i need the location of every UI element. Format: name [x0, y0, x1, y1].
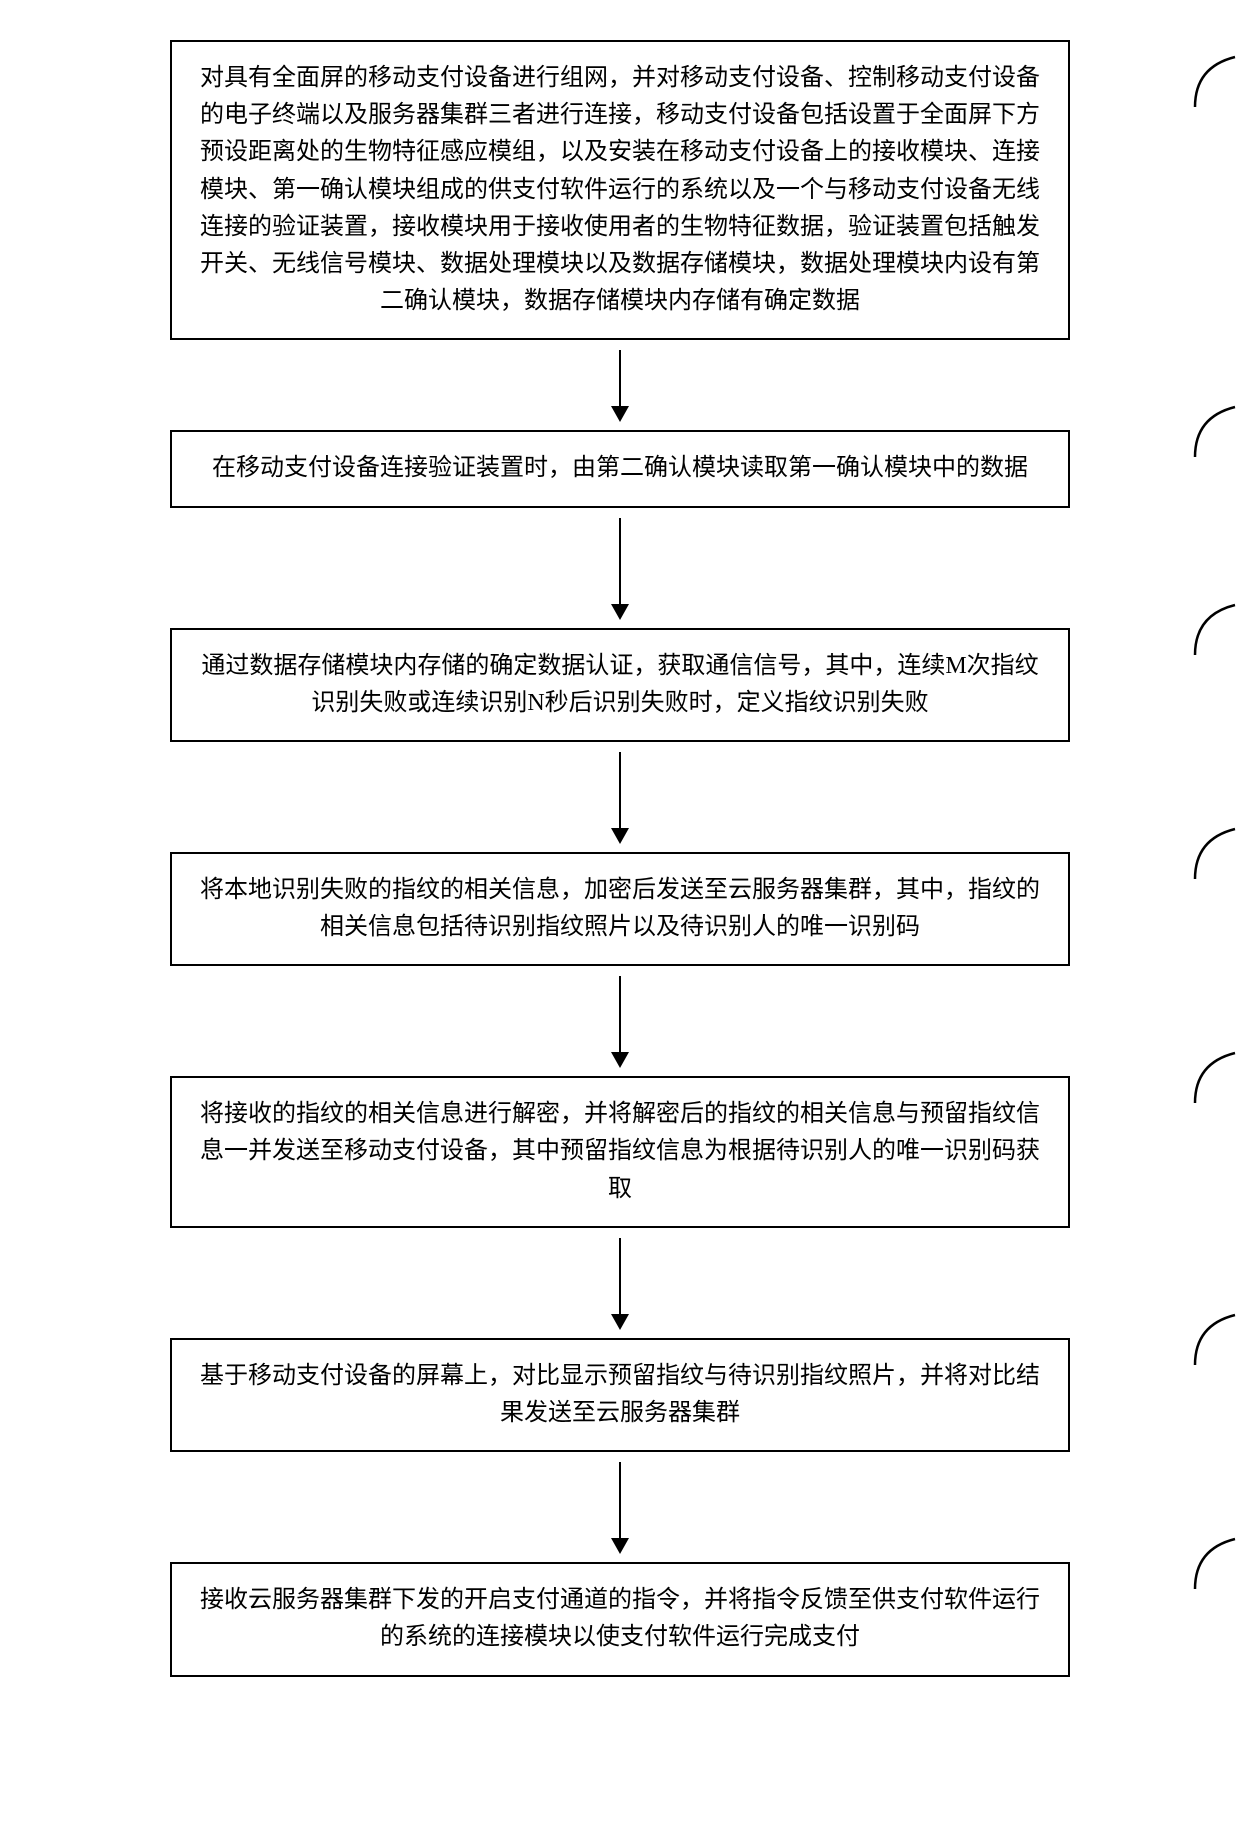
step-107-box: 接收云服务器集群下发的开启支付通道的指令，并将指令反馈至供支付软件运行的系统的连… [170, 1562, 1070, 1676]
curve-icon [1190, 1048, 1240, 1108]
step-105-box: 将接收的指纹的相关信息进行解密，并将解密后的指纹的相关信息与预留指纹信息一并发送… [170, 1076, 1070, 1228]
step-101-row: 对具有全面屏的移动支付设备进行组网，并对移动支付设备、控制移动支付设备的电子终端… [60, 40, 1180, 340]
curve-icon [1190, 824, 1240, 884]
step-107-text: 接收云服务器集群下发的开启支付通道的指令，并将指令反馈至供支付软件运行的系统的连… [200, 1587, 1040, 1650]
curve-icon [1190, 402, 1240, 462]
step-103-row: 通过数据存储模块内存储的确定数据认证，获取通信信号，其中，连续M次指纹识别失败或… [60, 628, 1180, 742]
step-104-text: 将本地识别失败的指纹的相关信息，加密后发送至云服务器集群，其中，指纹的相关信息包… [200, 877, 1040, 940]
step-101-box: 对具有全面屏的移动支付设备进行组网，并对移动支付设备、控制移动支付设备的电子终端… [170, 40, 1070, 340]
step-105-text: 将接收的指纹的相关信息进行解密，并将解密后的指纹的相关信息与预留指纹信息一并发送… [200, 1101, 1040, 1201]
arrow-6 [60, 1462, 1180, 1552]
arrow-3 [60, 752, 1180, 842]
curve-icon [1190, 1534, 1240, 1594]
step-102-text: 在移动支付设备连接验证装置时，由第二确认模块读取第一确认模块中的数据 [212, 455, 1028, 481]
arrow-4 [60, 976, 1180, 1066]
arrow-5 [60, 1238, 1180, 1328]
step-104-row: 将本地识别失败的指纹的相关信息，加密后发送至云服务器集群，其中，指纹的相关信息包… [60, 852, 1180, 966]
curve-icon [1190, 52, 1240, 112]
step-105-row: 将接收的指纹的相关信息进行解密，并将解密后的指纹的相关信息与预留指纹信息一并发送… [60, 1076, 1180, 1228]
step-102-row: 在移动支付设备连接验证装置时，由第二确认模块读取第一确认模块中的数据 102 [60, 430, 1180, 507]
flowchart-container: 对具有全面屏的移动支付设备进行组网，并对移动支付设备、控制移动支付设备的电子终端… [60, 40, 1180, 1677]
step-107-row: 接收云服务器集群下发的开启支付通道的指令，并将指令反馈至供支付软件运行的系统的连… [60, 1562, 1180, 1676]
step-104-box: 将本地识别失败的指纹的相关信息，加密后发送至云服务器集群，其中，指纹的相关信息包… [170, 852, 1070, 966]
step-106-row: 基于移动支付设备的屏幕上，对比显示预留指纹与待识别指纹照片，并将对比结果发送至云… [60, 1338, 1180, 1452]
step-101-text: 对具有全面屏的移动支付设备进行组网，并对移动支付设备、控制移动支付设备的电子终端… [200, 65, 1040, 314]
arrow-1 [60, 350, 1180, 420]
curve-icon [1190, 600, 1240, 660]
step-106-box: 基于移动支付设备的屏幕上，对比显示预留指纹与待识别指纹照片，并将对比结果发送至云… [170, 1338, 1070, 1452]
step-103-text: 通过数据存储模块内存储的确定数据认证，获取通信信号，其中，连续M次指纹识别失败或… [201, 653, 1038, 716]
step-103-box: 通过数据存储模块内存储的确定数据认证，获取通信信号，其中，连续M次指纹识别失败或… [170, 628, 1070, 742]
step-102-box: 在移动支付设备连接验证装置时，由第二确认模块读取第一确认模块中的数据 [170, 430, 1070, 507]
arrow-2 [60, 518, 1180, 618]
step-106-text: 基于移动支付设备的屏幕上，对比显示预留指纹与待识别指纹照片，并将对比结果发送至云… [200, 1363, 1040, 1426]
curve-icon [1190, 1310, 1240, 1370]
